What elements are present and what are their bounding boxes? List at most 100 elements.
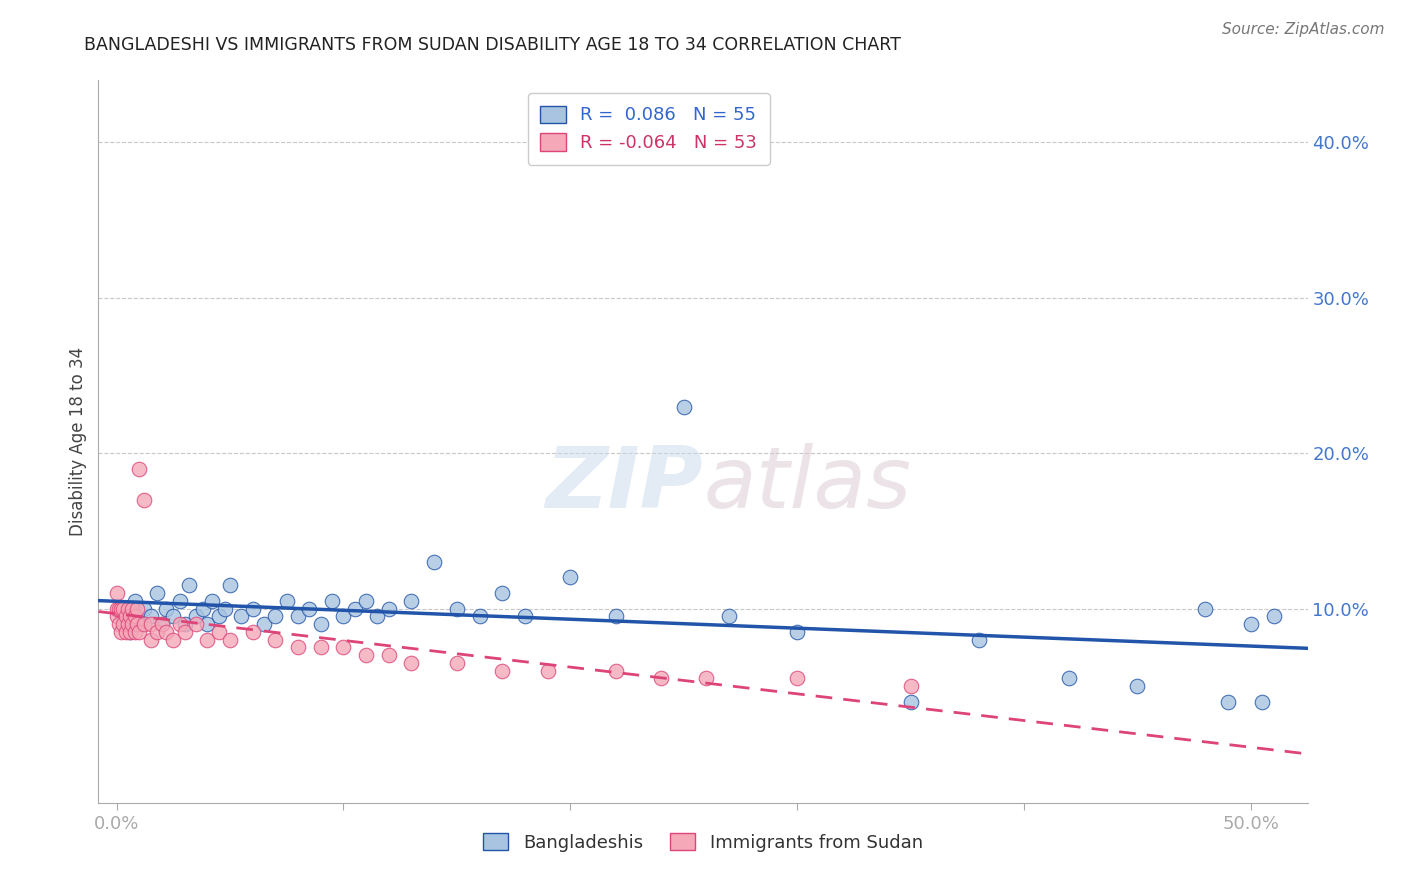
Point — [117, 617, 139, 632]
Point — [155, 601, 177, 615]
Point — [169, 617, 191, 632]
Point — [105, 609, 128, 624]
Point — [124, 594, 146, 608]
Point — [120, 624, 142, 639]
Point — [173, 617, 195, 632]
Point — [125, 617, 148, 632]
Point — [150, 617, 173, 632]
Point — [124, 624, 146, 639]
Point — [242, 601, 264, 615]
Point — [208, 624, 231, 639]
Point — [378, 601, 401, 615]
Point — [114, 609, 136, 624]
Point — [105, 586, 128, 600]
Point — [446, 601, 468, 615]
Point — [128, 624, 150, 639]
Point — [264, 609, 287, 624]
Point — [321, 594, 343, 608]
Point — [231, 609, 253, 624]
Point — [169, 594, 191, 608]
Point — [139, 609, 162, 624]
Y-axis label: Disability Age 18 to 34: Disability Age 18 to 34 — [69, 347, 87, 536]
Point — [309, 617, 332, 632]
Point — [132, 601, 155, 615]
Point — [214, 601, 236, 615]
Legend: Bangladeshis, Immigrants from Sudan: Bangladeshis, Immigrants from Sudan — [475, 826, 931, 859]
Point — [121, 601, 143, 615]
Point — [242, 624, 264, 639]
Point — [513, 609, 536, 624]
Point — [1251, 695, 1274, 709]
Point — [128, 461, 150, 475]
Point — [298, 601, 321, 615]
Point — [900, 695, 922, 709]
Point — [786, 672, 808, 686]
Point — [1263, 609, 1285, 624]
Text: Source: ZipAtlas.com: Source: ZipAtlas.com — [1222, 22, 1385, 37]
Point — [117, 601, 139, 615]
Point — [146, 624, 169, 639]
Point — [1218, 695, 1240, 709]
Point — [309, 640, 332, 655]
Point — [354, 648, 377, 663]
Point — [139, 632, 162, 647]
Point — [264, 632, 287, 647]
Point — [162, 609, 184, 624]
Point — [560, 570, 582, 584]
Point — [155, 624, 177, 639]
Point — [695, 672, 717, 686]
Point — [150, 617, 173, 632]
Point — [1194, 601, 1216, 615]
Point — [718, 609, 741, 624]
Text: BANGLADESHI VS IMMIGRANTS FROM SUDAN DISABILITY AGE 18 TO 34 CORRELATION CHART: BANGLADESHI VS IMMIGRANTS FROM SUDAN DIS… — [84, 36, 901, 54]
Point — [124, 609, 146, 624]
Point — [112, 601, 135, 615]
Point — [287, 640, 309, 655]
Point — [366, 609, 388, 624]
Point — [132, 617, 155, 632]
Point — [208, 609, 231, 624]
Point — [110, 601, 132, 615]
Point — [120, 624, 142, 639]
Point — [401, 656, 423, 670]
Point — [332, 609, 354, 624]
Point — [114, 624, 136, 639]
Point — [401, 594, 423, 608]
Point — [468, 609, 491, 624]
Point — [117, 601, 139, 615]
Point — [195, 632, 218, 647]
Point — [900, 679, 922, 693]
Point — [173, 624, 195, 639]
Point — [605, 664, 627, 678]
Point — [491, 586, 513, 600]
Point — [967, 632, 990, 647]
Point — [276, 594, 298, 608]
Point — [343, 601, 366, 615]
Point — [650, 672, 672, 686]
Point — [105, 601, 128, 615]
Point — [128, 617, 150, 632]
Point — [146, 586, 169, 600]
Point — [446, 656, 468, 670]
Point — [125, 601, 148, 615]
Point — [132, 492, 155, 507]
Point — [195, 617, 218, 632]
Point — [378, 648, 401, 663]
Point — [112, 609, 135, 624]
Point — [1059, 672, 1081, 686]
Point — [139, 617, 162, 632]
Point — [108, 617, 131, 632]
Point — [184, 609, 207, 624]
Point — [201, 594, 224, 608]
Point — [219, 578, 242, 592]
Point — [786, 624, 808, 639]
Point — [191, 601, 214, 615]
Point — [605, 609, 627, 624]
Point — [536, 664, 558, 678]
Point — [423, 555, 446, 569]
Point — [162, 632, 184, 647]
Text: ZIP: ZIP — [546, 443, 703, 526]
Point — [108, 601, 131, 615]
Point — [354, 594, 377, 608]
Point — [179, 578, 201, 592]
